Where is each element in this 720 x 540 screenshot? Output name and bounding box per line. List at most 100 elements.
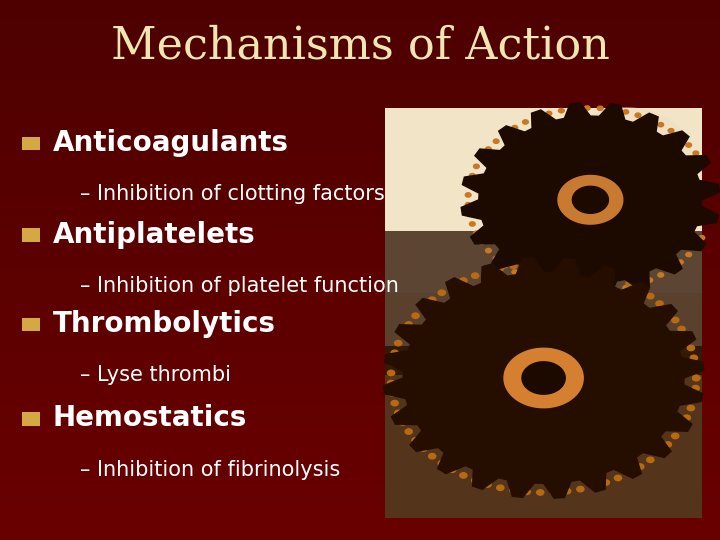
Bar [0,297,720,306]
Circle shape [690,355,698,361]
Polygon shape [522,362,565,394]
Circle shape [512,125,518,130]
Circle shape [598,289,603,293]
Circle shape [668,267,674,271]
Circle shape [636,464,644,469]
Circle shape [536,261,544,266]
Circle shape [564,488,571,494]
Bar [0,27,720,36]
Circle shape [672,318,679,323]
Circle shape [449,467,456,472]
Bar [0,72,720,81]
Text: Thrombolytics: Thrombolytics [53,310,276,338]
Circle shape [523,275,528,280]
Text: Antiplatelets: Antiplatelets [53,221,256,249]
Bar [385,346,702,518]
Circle shape [584,106,590,110]
Bar [0,396,720,405]
Circle shape [603,480,610,485]
Circle shape [693,375,700,381]
Bar [0,351,720,360]
Circle shape [678,424,685,430]
Circle shape [510,488,517,493]
Circle shape [692,365,699,370]
Circle shape [559,109,564,113]
Circle shape [658,123,664,127]
Bar [0,450,720,459]
Circle shape [472,273,479,278]
Circle shape [469,173,475,178]
Circle shape [420,446,427,451]
Bar [0,324,720,333]
Circle shape [412,313,419,319]
Bar [0,234,720,243]
Circle shape [550,490,557,495]
Circle shape [510,263,517,268]
Circle shape [502,264,508,268]
Bar [0,369,720,378]
Circle shape [467,212,472,217]
Bar [0,342,720,351]
Circle shape [550,261,557,266]
Circle shape [438,461,446,466]
Text: – Inhibition of fibrinolysis: – Inhibition of fibrinolysis [79,460,340,480]
Circle shape [623,110,629,114]
Bar [0,189,720,198]
Text: Mechanisms of Action: Mechanisms of Action [111,24,609,68]
Text: Hemostatics: Hemostatics [53,404,247,433]
Circle shape [626,470,633,475]
Circle shape [690,395,698,401]
Circle shape [428,454,436,459]
Circle shape [485,147,491,151]
Bar [0,288,720,297]
Circle shape [692,386,699,391]
Circle shape [546,111,552,116]
Bar [0,270,720,279]
Circle shape [484,269,491,274]
Circle shape [512,270,518,274]
Bar [0,252,720,261]
Polygon shape [504,348,583,408]
Bar [0,423,720,432]
Circle shape [683,415,690,420]
Bar [0,468,720,477]
Circle shape [405,429,413,434]
Bar [0,153,720,162]
Polygon shape [462,103,719,296]
Circle shape [635,113,641,117]
Bar [0,522,720,531]
Polygon shape [572,186,608,213]
Bar [0,432,720,441]
Circle shape [688,345,695,350]
Circle shape [536,490,544,495]
Circle shape [497,485,504,490]
Circle shape [523,261,531,267]
Circle shape [623,286,629,290]
Bar [0,477,720,486]
Circle shape [658,273,664,277]
Circle shape [460,472,467,478]
Circle shape [571,288,577,293]
Circle shape [678,260,683,264]
Circle shape [577,487,584,492]
Bar [0,45,720,54]
Polygon shape [558,176,623,224]
Text: – Inhibition of clotting factors: – Inhibition of clotting factors [79,184,384,205]
Circle shape [484,482,491,487]
Bar [385,231,702,375]
Bar [22,412,40,426]
Circle shape [656,450,663,455]
Circle shape [493,139,499,143]
Bar [0,162,720,171]
Bar [0,198,720,207]
Circle shape [395,340,402,346]
Circle shape [479,156,485,160]
Circle shape [678,326,685,332]
Circle shape [665,309,672,314]
Bar [0,504,720,513]
Bar [0,81,720,90]
Bar [0,315,720,324]
Circle shape [647,293,654,299]
Circle shape [391,401,398,406]
Circle shape [420,305,427,310]
